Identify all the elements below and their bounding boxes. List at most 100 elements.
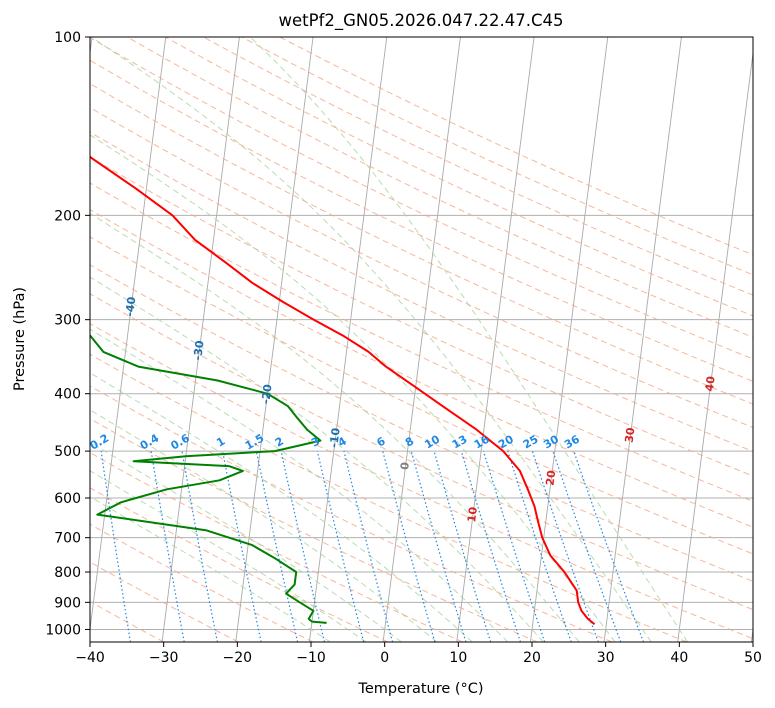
mixing-ratio-label: 0.2 — [88, 432, 111, 453]
y-axis-label: Pressure (hPa) — [12, 287, 28, 391]
mixing-ratio-label: 25 — [521, 433, 541, 452]
mixing-ratio-line — [150, 451, 185, 642]
mixing-ratio-line — [316, 450, 365, 642]
moist-adiabat — [90, 276, 544, 642]
mixing-ratio-line — [460, 450, 522, 642]
mixing-ratio-line — [552, 450, 622, 642]
mixing-ratio-line — [507, 450, 572, 642]
moist-adiabat — [90, 372, 473, 642]
isotherm-label: 10 — [465, 506, 480, 523]
dry-adiabat — [90, 523, 314, 642]
dry-adiabat — [90, 487, 389, 642]
y-tick-label: 100 — [54, 30, 81, 46]
moist-adiabat — [90, 409, 438, 642]
mixing-ratio-line — [280, 450, 326, 642]
isotherm-label: -40 — [123, 296, 138, 318]
mixing-ratio-label: 2 — [273, 435, 286, 450]
dry-adiabat — [90, 353, 687, 642]
dry-adiabat — [279, 37, 753, 256]
mixing-ratio-label: 10 — [422, 432, 442, 451]
isotherm-line — [677, 49, 753, 642]
dry-adiabat — [90, 208, 753, 528]
mixing-ratio-label: 0.4 — [138, 431, 162, 452]
x-tick-label: 30 — [597, 650, 615, 666]
isotherm-label: 0 — [398, 461, 412, 471]
y-tick-label: 600 — [54, 491, 81, 507]
isotherm-label: -10 — [327, 427, 342, 449]
x-axis-ticks: −40 −30 −20 −10 0 10 20 30 40 50 — [75, 642, 762, 666]
y-tick-label: 300 — [54, 313, 81, 329]
dry-adiabat — [90, 561, 239, 642]
isotherm-label: 40 — [703, 375, 718, 392]
isotherm-label: 20 — [543, 469, 558, 486]
isotherm-line — [161, 37, 240, 642]
mixing-ratio-line — [573, 450, 645, 642]
mixing-ratio-labels: 0.1 0.2 0.4 0.6 1 1.5 2 3 4 6 8 10 13 16 20 25 30 36 — [88, 431, 582, 453]
y-tick-label: 900 — [54, 595, 81, 611]
mixing-ratio-line — [482, 450, 546, 642]
isotherm-label: 30 — [623, 426, 638, 443]
y-tick-label: 700 — [54, 531, 81, 547]
y-tick-label: 500 — [54, 444, 81, 460]
dry-adiabat — [90, 156, 753, 477]
mixing-ratio-line — [181, 450, 218, 642]
mixing-ratio-line — [100, 451, 131, 642]
dry-adiabat — [90, 322, 753, 640]
dry-adiabat — [90, 418, 538, 642]
temperature-profile — [90, 155, 596, 625]
isotherm-label: -60 — [0, 208, 2, 230]
moist-adiabat-lines — [90, 37, 688, 642]
mixing-ratio-line — [531, 450, 599, 642]
x-tick-label: −20 — [223, 650, 253, 666]
y-tick-label: 200 — [54, 208, 81, 224]
isotherm-line — [603, 37, 682, 642]
isotherm-label: -30 — [191, 339, 206, 361]
mixing-ratio-line — [410, 450, 467, 642]
dry-adiabat — [90, 131, 753, 453]
y-tick-label: 400 — [54, 387, 81, 403]
dry-adiabat — [126, 37, 753, 338]
pressure-gridlines — [90, 37, 753, 630]
dry-adiabat — [90, 83, 753, 405]
moist-adiabat — [90, 212, 580, 642]
y-tick-label: 1000 — [45, 622, 81, 638]
y-tick-label: 800 — [54, 565, 81, 581]
dry-adiabat — [90, 236, 753, 555]
dry-adiabat — [90, 385, 613, 642]
moist-adiabat — [91, 37, 652, 642]
mixing-ratio-label: 8 — [403, 435, 416, 450]
isotherm-line — [382, 37, 461, 642]
sounding-profiles — [90, 155, 596, 625]
x-tick-label: 10 — [449, 650, 467, 666]
x-tick-label: 40 — [670, 650, 688, 666]
dry-adiabat — [90, 107, 753, 428]
mixing-ratio-label: 3 — [309, 435, 322, 450]
isotherm-label: -20 — [259, 383, 274, 405]
mixing-ratio-label: 1 — [214, 435, 227, 450]
x-tick-label: 50 — [744, 650, 762, 666]
x-tick-label: −10 — [296, 650, 326, 666]
dry-adiabat — [90, 59, 753, 382]
x-tick-label: 0 — [380, 650, 389, 666]
mixing-ratio-line — [433, 450, 492, 642]
x-tick-label: 20 — [523, 650, 541, 666]
isotherm-line — [90, 37, 167, 633]
mixing-ratio-line — [255, 450, 299, 642]
moist-adiabat — [90, 134, 616, 642]
mixing-ratio-lines — [100, 450, 645, 642]
x-tick-label: −40 — [75, 650, 105, 666]
moist-adiabat — [90, 441, 402, 642]
dry-adiabat — [90, 293, 753, 611]
y-axis-ticks: 1000 900 800 700 600 500 400 300 200 100 — [45, 30, 90, 638]
moist-adiabat — [90, 496, 331, 642]
plot-area: -100-90-80-70-60-50-40-30-20-10010203040… — [0, 37, 753, 642]
dry-adiabat — [165, 37, 753, 317]
isotherm-label: -50 — [55, 252, 70, 274]
dry-adiabat — [90, 452, 463, 642]
isotherm-line — [750, 625, 753, 642]
mixing-ratio-line — [343, 450, 394, 642]
mixing-ratio-label: 30 — [541, 432, 561, 451]
isotherm-line — [456, 37, 535, 642]
mixing-ratio-label: 6 — [374, 434, 387, 449]
